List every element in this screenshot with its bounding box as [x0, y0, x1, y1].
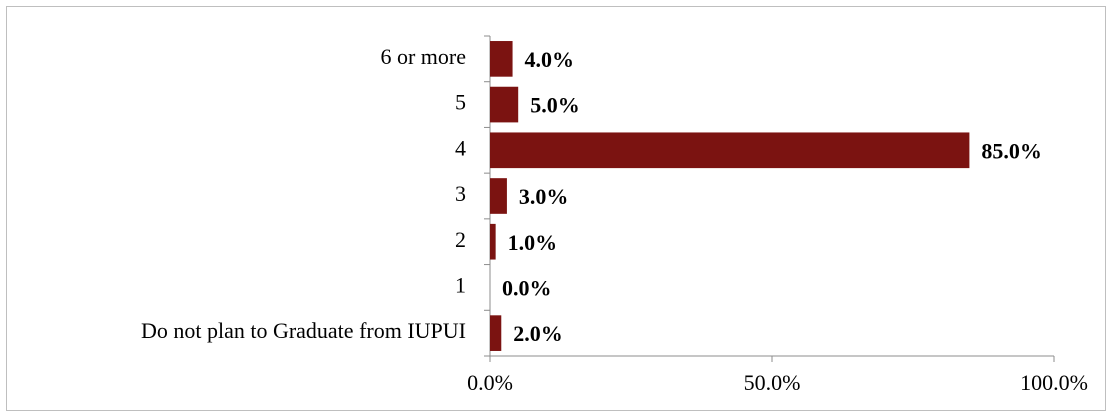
value-label: 85.0% — [981, 138, 1042, 163]
bar — [490, 86, 519, 123]
y-tick-label: 3 — [455, 181, 466, 206]
value-label: 4.0% — [525, 47, 575, 72]
y-tick-label: 5 — [455, 90, 466, 115]
bar — [490, 132, 970, 169]
chart-frame — [6, 6, 1106, 411]
bar — [490, 178, 507, 214]
y-tick-label: Do not plan to Graduate from IUPUI — [141, 318, 466, 343]
x-tick-label: 50.0% — [744, 370, 801, 395]
value-label: 5.0% — [530, 93, 580, 118]
x-tick-label: 0.0% — [467, 370, 513, 395]
value-label: 0.0% — [502, 275, 552, 300]
bar — [490, 223, 496, 260]
value-label: 3.0% — [519, 184, 569, 209]
bar — [490, 315, 502, 351]
y-tick-label: 4 — [455, 135, 466, 160]
value-label: 2.0% — [513, 321, 563, 346]
x-tick-label: 100.0% — [1020, 370, 1088, 395]
bar — [490, 41, 513, 77]
value-label: 1.0% — [508, 230, 558, 255]
y-tick-label: 6 or more — [380, 44, 466, 69]
y-tick-label: 1 — [455, 272, 466, 297]
y-tick-label: 2 — [455, 227, 466, 252]
